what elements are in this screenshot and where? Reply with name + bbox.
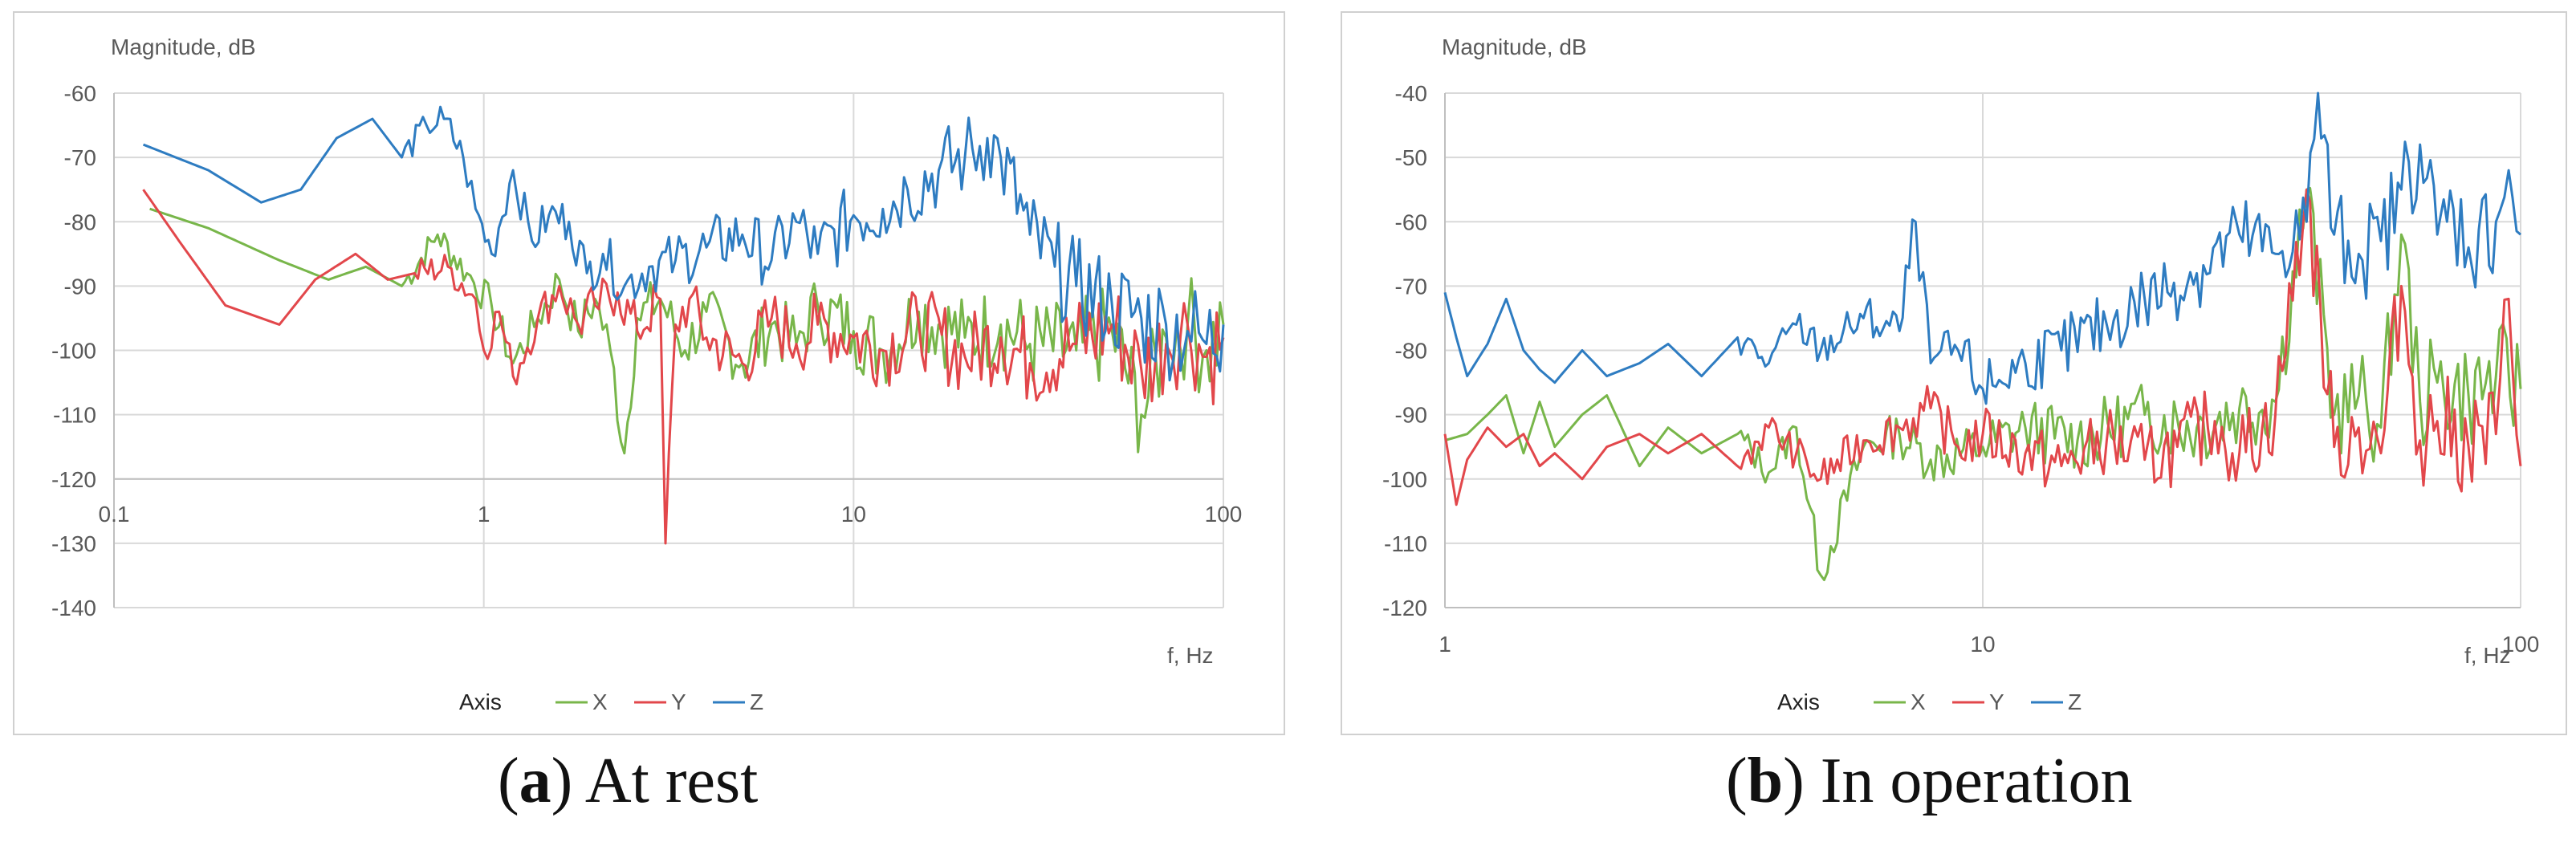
- y-tick-label: -90: [64, 274, 96, 299]
- y-tick-label: -60: [64, 81, 96, 106]
- series-line-X: [149, 207, 1225, 455]
- y-axis-title: Magnitude, dB: [111, 35, 256, 59]
- y-tick-label: -120: [51, 467, 96, 492]
- legend-label-Z: Z: [2068, 689, 2082, 714]
- legend-label-Y: Y: [671, 689, 686, 714]
- legend: Axis X Y Z: [1777, 689, 2082, 714]
- y-axis-title: Magnitude, dB: [1442, 35, 1587, 59]
- y-tick-label: -140: [51, 596, 96, 620]
- series-line-X: [1444, 186, 2522, 581]
- chart-svg-at-rest: -60 -70 -80 -90 -100 -110 -120 -130 -140 0.1 1 10 10…: [13, 11, 1285, 735]
- legend-title: Axis: [1777, 689, 1820, 714]
- x-tick-label: 1: [1439, 632, 1451, 657]
- legend-label-Z: Z: [750, 689, 763, 714]
- x-tick-label: 100: [2502, 632, 2540, 657]
- legend: Axis X Y Z: [459, 689, 763, 714]
- x-tick-label: 1: [478, 502, 490, 527]
- x-tick-label: 10: [841, 502, 866, 527]
- y-tick-label: -120: [1382, 596, 1427, 620]
- x-tick-label: 0.1: [99, 502, 130, 527]
- y-tick-label: -90: [1395, 403, 1427, 428]
- caption-in-operation: (b) In operation: [1726, 746, 2133, 816]
- y-tick-label: -110: [53, 403, 96, 428]
- y-tick-label: -100: [51, 339, 96, 364]
- chart-svg-in-operation: -40 -50 -60 -70 -80 -90 -100 -110 -120 1 10 100 Magn…: [1341, 11, 2567, 735]
- y-tick-label: -50: [1395, 145, 1427, 170]
- y-tick-label: -130: [51, 531, 96, 556]
- x-axis-title: f, Hz: [1167, 643, 1214, 668]
- legend-label-X: X: [1911, 689, 1926, 714]
- x-axis-title: f, Hz: [2464, 643, 2511, 668]
- caption-letter: a: [519, 746, 551, 816]
- y-tick-label: -80: [1395, 339, 1427, 364]
- legend-label-Y: Y: [1989, 689, 2004, 714]
- y-tick-label: -70: [1395, 274, 1427, 299]
- y-tick-label: -70: [64, 145, 96, 170]
- caption-at-rest: (a) At rest: [498, 746, 759, 816]
- y-tick-label: -80: [64, 209, 96, 234]
- series-line-Y: [142, 189, 1225, 545]
- y-tick-label: -40: [1395, 81, 1427, 106]
- caption-text: In operation: [1820, 746, 2133, 816]
- chart-panel-at-rest: -60 -70 -80 -90 -100 -110 -120 -130 -140 0.1 1 10 10…: [13, 11, 1285, 735]
- chart-panel-in-operation: -40 -50 -60 -70 -80 -90 -100 -110 -120 1 10 100 Magn…: [1341, 11, 2567, 735]
- x-tick-label: 10: [1970, 632, 1995, 657]
- caption-text: At rest: [584, 746, 759, 816]
- y-tick-label: -110: [1384, 531, 1427, 556]
- y-tick-label: -60: [1395, 209, 1427, 234]
- series-line-Y: [1443, 188, 2522, 506]
- chart-frame: [13, 11, 1285, 735]
- series-line-Z: [1443, 92, 2521, 405]
- x-tick-label: 100: [1205, 502, 1243, 527]
- caption-letter: b: [1747, 746, 1784, 816]
- legend-title: Axis: [459, 689, 502, 714]
- series-line-Z: [142, 105, 1225, 382]
- y-tick-label: -100: [1382, 467, 1427, 492]
- legend-label-X: X: [592, 689, 608, 714]
